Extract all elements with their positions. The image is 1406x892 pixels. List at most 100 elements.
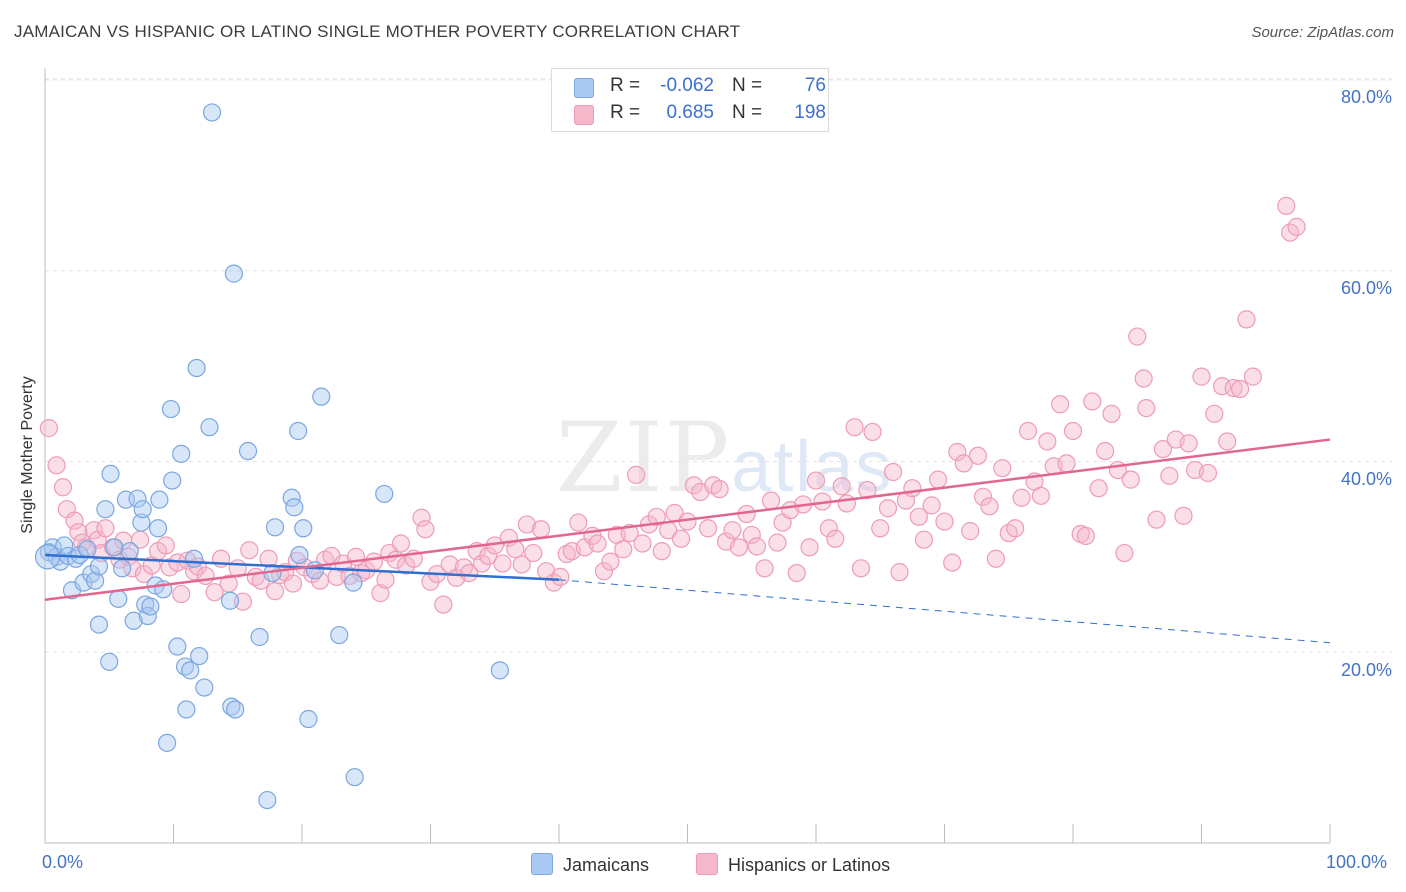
hispanic-point bbox=[826, 529, 845, 548]
y-tick-label-80: 80.0% bbox=[1340, 87, 1392, 107]
jamaican-point bbox=[96, 500, 115, 519]
hispanic-point bbox=[928, 470, 948, 489]
jamaican-point bbox=[101, 464, 120, 483]
legend-label: Hispanics or Latinos bbox=[728, 855, 891, 875]
hispanic-point bbox=[755, 559, 774, 578]
hispanic-point bbox=[1057, 454, 1076, 473]
jamaican-point bbox=[105, 538, 124, 557]
jamaican-point bbox=[190, 646, 209, 666]
hispanic-point bbox=[890, 563, 909, 582]
hispanic-point bbox=[1076, 526, 1095, 545]
hispanic-point bbox=[1121, 470, 1140, 489]
jamaican-point bbox=[177, 700, 196, 719]
jamaican-point bbox=[181, 661, 200, 680]
r-label: R = bbox=[610, 75, 641, 96]
hispanic-point bbox=[1212, 377, 1232, 396]
jamaican-point bbox=[100, 652, 119, 671]
jamaicans-trend-extension bbox=[558, 579, 1331, 644]
hispanic-point bbox=[594, 562, 614, 581]
hispanic-point bbox=[1243, 367, 1263, 386]
jamaican-point bbox=[299, 709, 318, 729]
hispanic-point bbox=[819, 519, 838, 538]
jamaican-point bbox=[133, 500, 152, 519]
hispanic-point bbox=[1038, 432, 1057, 451]
hispanic-point bbox=[1147, 510, 1166, 529]
hispanic-point bbox=[416, 520, 435, 539]
n-value: 76 bbox=[804, 75, 826, 96]
jamaican-point bbox=[120, 542, 139, 561]
jamaican-point bbox=[258, 790, 277, 810]
hispanic-point bbox=[412, 508, 431, 527]
hispanic-point bbox=[1096, 441, 1115, 461]
hispanic-point bbox=[832, 477, 851, 496]
jamaican-point bbox=[312, 387, 331, 406]
x-tick-label-min: 0.0% bbox=[42, 852, 84, 872]
hispanic-point bbox=[647, 507, 666, 526]
hispanic-point bbox=[1205, 404, 1224, 423]
hispanic-point bbox=[1089, 479, 1108, 498]
hispanic-point bbox=[652, 542, 671, 561]
watermark: ZIPatlas bbox=[556, 402, 893, 514]
hispanic-point bbox=[742, 525, 761, 545]
jamaican-point bbox=[157, 733, 177, 752]
hispanic-point bbox=[551, 567, 570, 587]
jamaican-point bbox=[294, 519, 313, 538]
hispanic-point bbox=[698, 519, 718, 538]
hispanic-point bbox=[1153, 440, 1173, 459]
hispanic-point bbox=[517, 515, 536, 534]
jamaican-point bbox=[86, 571, 105, 590]
hispanic-point bbox=[371, 584, 390, 603]
jamaican-point bbox=[195, 678, 214, 697]
hispanic-point bbox=[684, 476, 704, 495]
y-tick-label-60: 60.0% bbox=[1340, 278, 1392, 298]
jamaican-point bbox=[78, 540, 97, 559]
n-value: 198 bbox=[794, 102, 826, 123]
hispanic-point bbox=[837, 494, 856, 513]
hispanic-point bbox=[588, 534, 607, 553]
legend-item-jamaicans[interactable]: Jamaicans bbox=[531, 853, 649, 876]
hispanic-point bbox=[883, 462, 903, 482]
hispanic-point bbox=[240, 541, 259, 560]
hispanic-point bbox=[1287, 217, 1306, 236]
hispanic-point bbox=[233, 592, 252, 611]
jamaican-point bbox=[168, 637, 187, 656]
jamaican-point bbox=[124, 611, 143, 630]
hispanic-point bbox=[614, 540, 633, 559]
jamaican-point bbox=[150, 490, 169, 509]
hispanic-point bbox=[1224, 378, 1243, 398]
x-tick-label-max: 100.0% bbox=[1326, 852, 1388, 872]
jamaican-point bbox=[163, 471, 182, 490]
jamaican-point bbox=[345, 768, 364, 787]
hispanic-point bbox=[524, 543, 543, 563]
hispanic-point bbox=[376, 570, 395, 589]
jamaican-point bbox=[250, 627, 269, 647]
hispanic-point bbox=[968, 446, 988, 465]
hispanic-point bbox=[205, 583, 224, 602]
hispanic-point bbox=[259, 549, 278, 568]
hispanic-point bbox=[39, 419, 58, 438]
legend-item-hispanics[interactable]: Hispanics or Latinos bbox=[696, 853, 890, 876]
jamaican-point bbox=[289, 421, 308, 441]
hispanic-point bbox=[1012, 488, 1031, 507]
hispanic-point bbox=[1115, 543, 1134, 563]
jamaican-point bbox=[265, 518, 285, 537]
hispanic-point bbox=[512, 555, 531, 574]
jamaican-point bbox=[141, 597, 160, 616]
hispanics-trend-line bbox=[44, 438, 1331, 602]
hispanic-point bbox=[119, 547, 138, 566]
jamaican-point bbox=[34, 544, 61, 570]
hispanic-point bbox=[1174, 506, 1193, 525]
hispanic-point bbox=[620, 523, 639, 543]
hispanic-point bbox=[768, 533, 787, 552]
hispanic-point bbox=[710, 480, 729, 499]
hispanic-point bbox=[1128, 327, 1147, 346]
hispanic-point bbox=[626, 465, 646, 484]
hispanic-point bbox=[1179, 434, 1198, 453]
hispanic-point bbox=[1160, 466, 1179, 485]
source-label: Source: ZipAtlas.com bbox=[1251, 24, 1394, 41]
jamaican-point bbox=[112, 559, 132, 578]
hispanic-point bbox=[863, 422, 882, 442]
hispanic-point bbox=[434, 595, 453, 614]
hispanic-point bbox=[196, 566, 215, 586]
